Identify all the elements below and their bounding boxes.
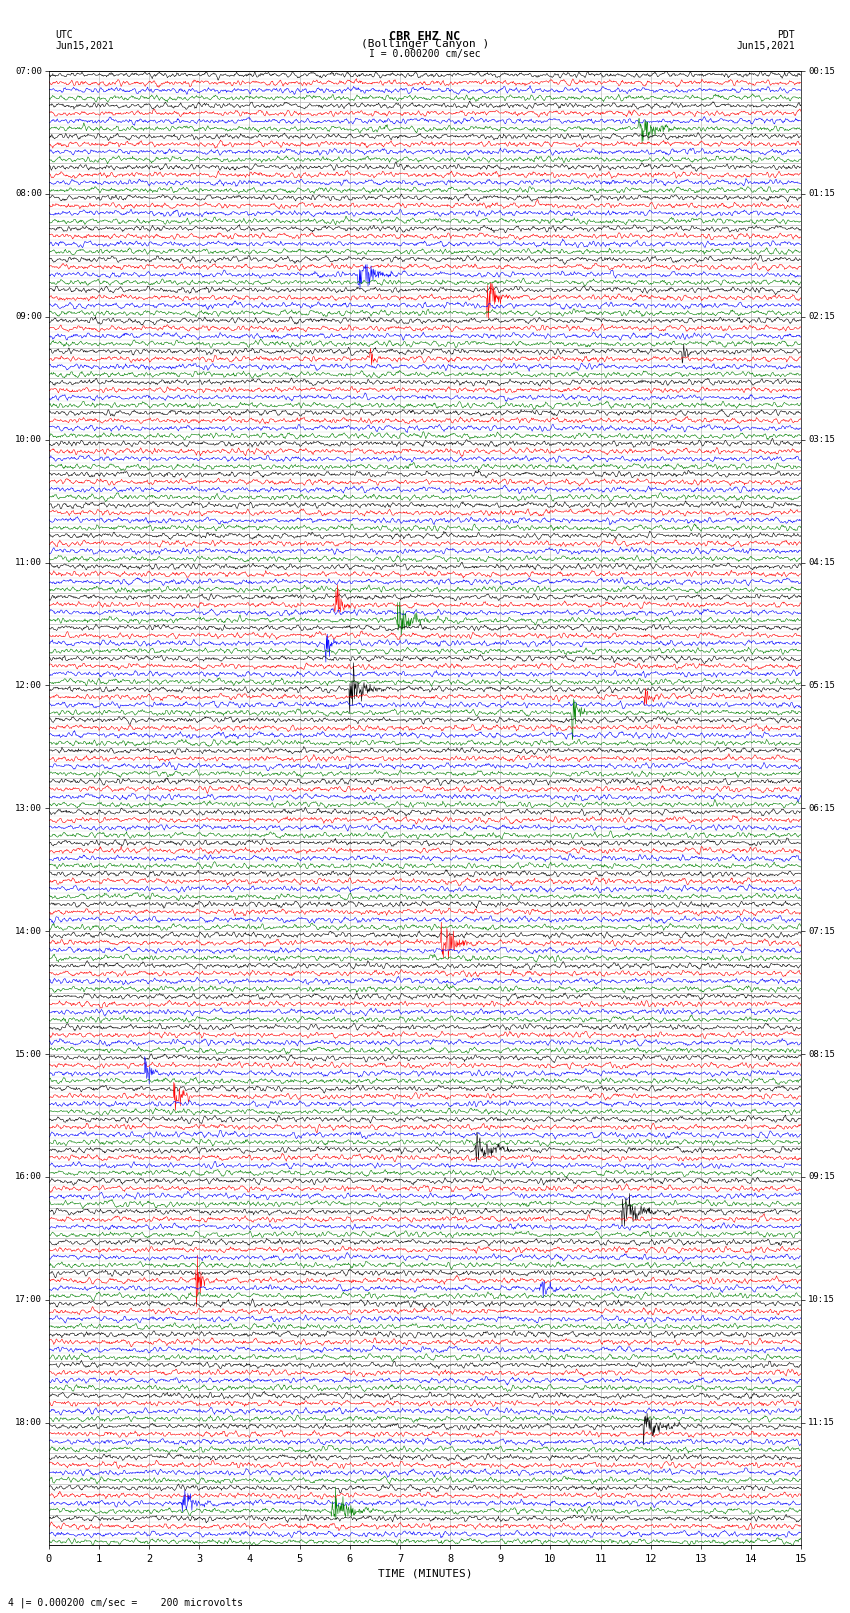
Text: (Bollinger Canyon ): (Bollinger Canyon )	[361, 39, 489, 48]
X-axis label: TIME (MINUTES): TIME (MINUTES)	[377, 1569, 473, 1579]
Text: CBR EHZ NC: CBR EHZ NC	[389, 31, 461, 44]
Text: I = 0.000200 cm/sec: I = 0.000200 cm/sec	[369, 48, 481, 58]
Text: UTC
Jun15,2021: UTC Jun15,2021	[55, 31, 114, 52]
Text: 4 |= 0.000200 cm/sec =    200 microvolts: 4 |= 0.000200 cm/sec = 200 microvolts	[8, 1597, 243, 1608]
Text: PDT
Jun15,2021: PDT Jun15,2021	[736, 31, 795, 52]
